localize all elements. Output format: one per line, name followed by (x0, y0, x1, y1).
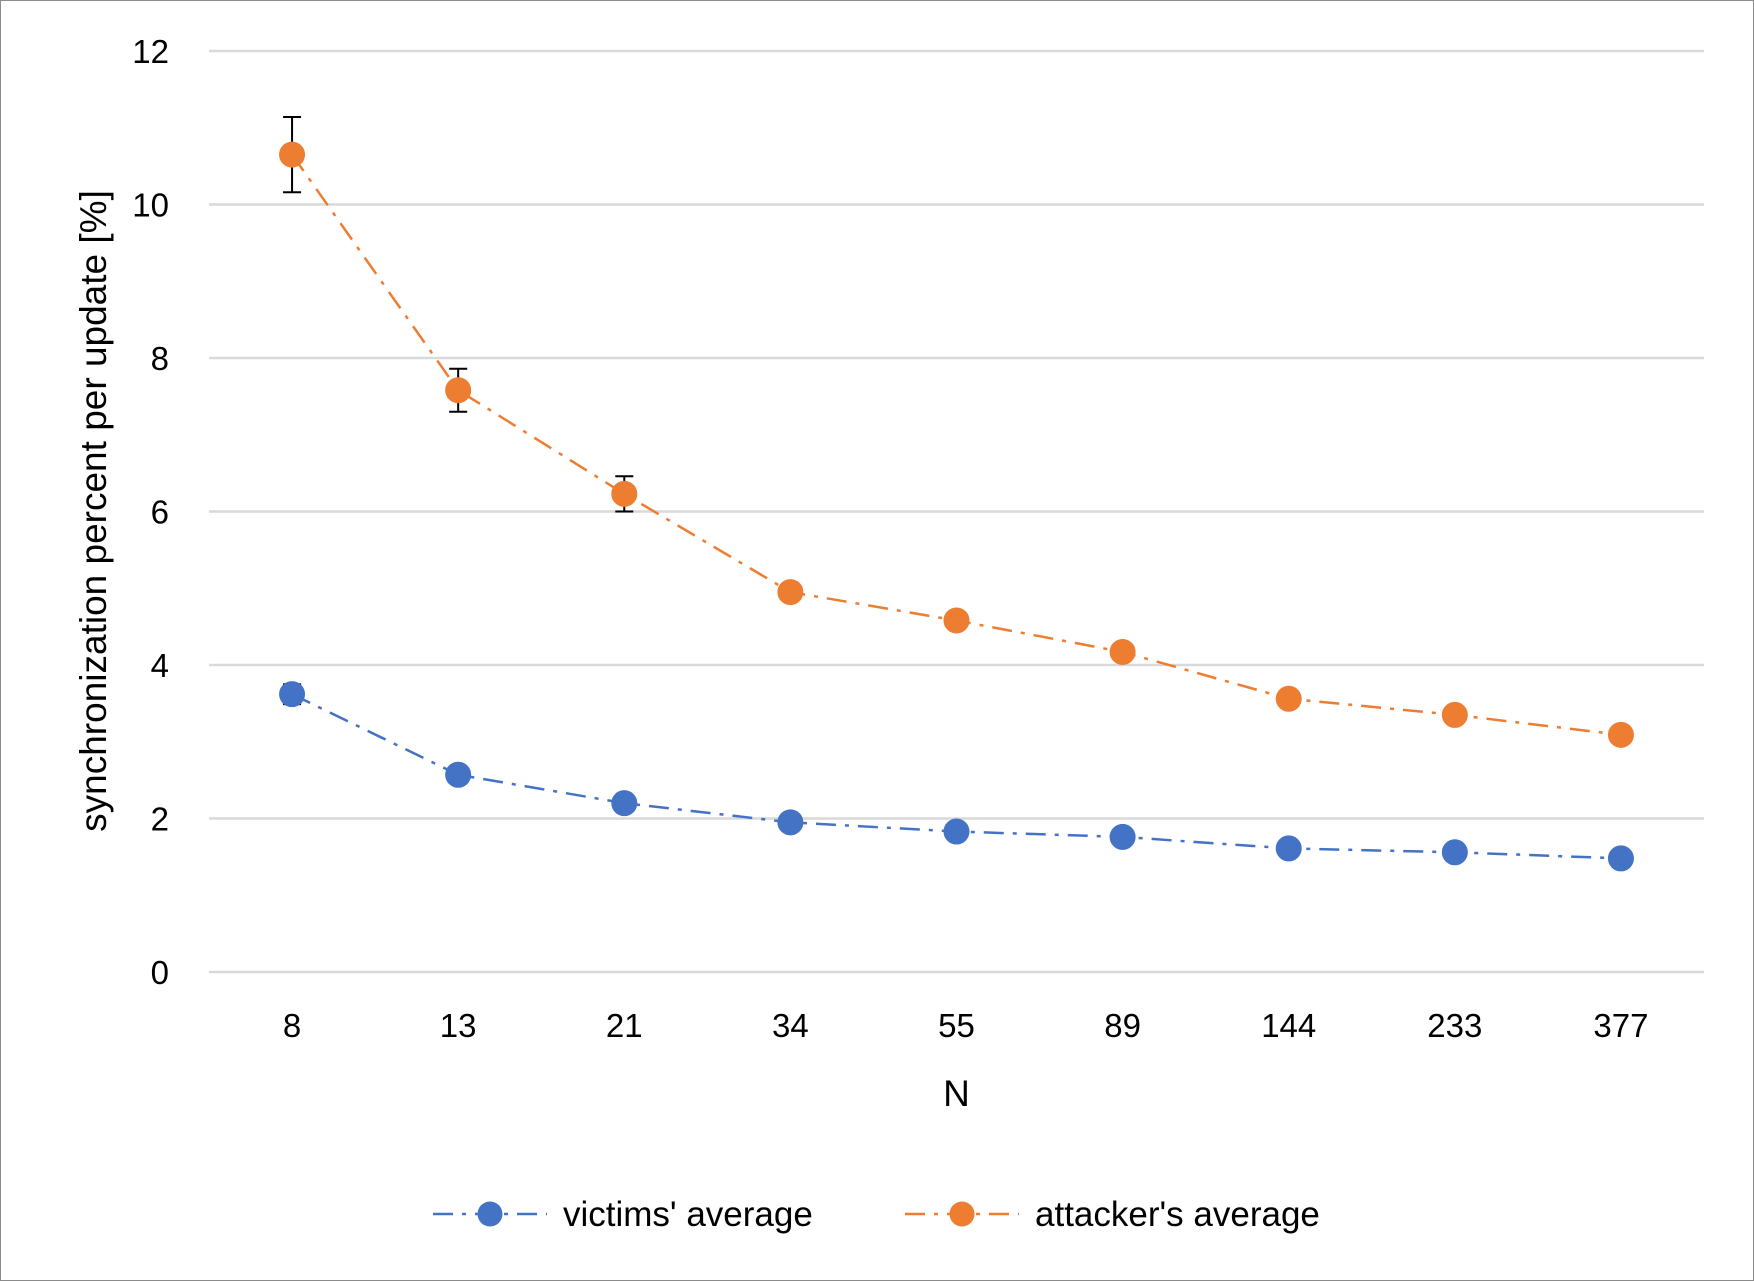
y-tick-label: 8 (151, 340, 169, 377)
y-tick-labels: 0 2 4 6 8 10 12 (132, 33, 169, 991)
data-point (943, 607, 970, 634)
data-point (1441, 701, 1468, 728)
legend-item-attackers-average: attacker's average (905, 1195, 1320, 1234)
x-tick-label: 233 (1427, 1007, 1482, 1044)
data-point (1275, 835, 1302, 862)
series-victims-average (279, 681, 1634, 872)
y-tick-label: 6 (151, 494, 169, 531)
x-tick-label: 34 (772, 1007, 809, 1044)
y-tick-label: 4 (151, 647, 169, 684)
data-point (1275, 685, 1302, 712)
data-point (1607, 845, 1634, 872)
data-point (1441, 839, 1468, 866)
x-axis-title: N (943, 1073, 970, 1114)
series-group (279, 116, 1634, 872)
legend-marker-swatch (477, 1201, 503, 1227)
y-tick-label: 12 (132, 33, 169, 70)
x-tick-label: 21 (606, 1007, 643, 1044)
series-line (291, 153, 1622, 737)
y-tick-label: 10 (132, 187, 169, 224)
x-tick-label: 13 (440, 1007, 477, 1044)
x-tick-label: 8 (283, 1007, 301, 1044)
legend-item-victims-average: victims' average (433, 1195, 813, 1234)
legend: victims' average attacker's average (433, 1195, 1320, 1234)
data-point (1607, 721, 1634, 748)
x-tick-label: 55 (938, 1007, 975, 1044)
legend-label: victims' average (563, 1195, 813, 1234)
y-tick-label: 0 (151, 954, 169, 991)
x-tick-label: 144 (1261, 1007, 1316, 1044)
series-attackers-average (279, 116, 1634, 748)
x-tick-label: 377 (1593, 1007, 1648, 1044)
data-point (611, 480, 638, 507)
data-point (279, 681, 306, 708)
legend-label: attacker's average (1035, 1195, 1320, 1234)
y-tick-label: 2 (151, 801, 169, 838)
data-point (611, 790, 638, 817)
data-point (777, 579, 804, 606)
data-point (1109, 638, 1136, 665)
x-tick-label: 89 (1104, 1007, 1141, 1044)
data-point (1109, 823, 1136, 850)
gridlines (209, 49, 1704, 974)
data-point (943, 818, 970, 845)
data-point (445, 761, 472, 788)
legend-marker-swatch (949, 1201, 975, 1227)
x-tick-labels: 8 13 21 34 55 89 144 233 377 (283, 1007, 1649, 1044)
data-point (777, 809, 804, 836)
data-point (445, 377, 472, 404)
data-point (279, 141, 306, 168)
y-axis-title: synchronization percent per update [%] (73, 190, 114, 832)
